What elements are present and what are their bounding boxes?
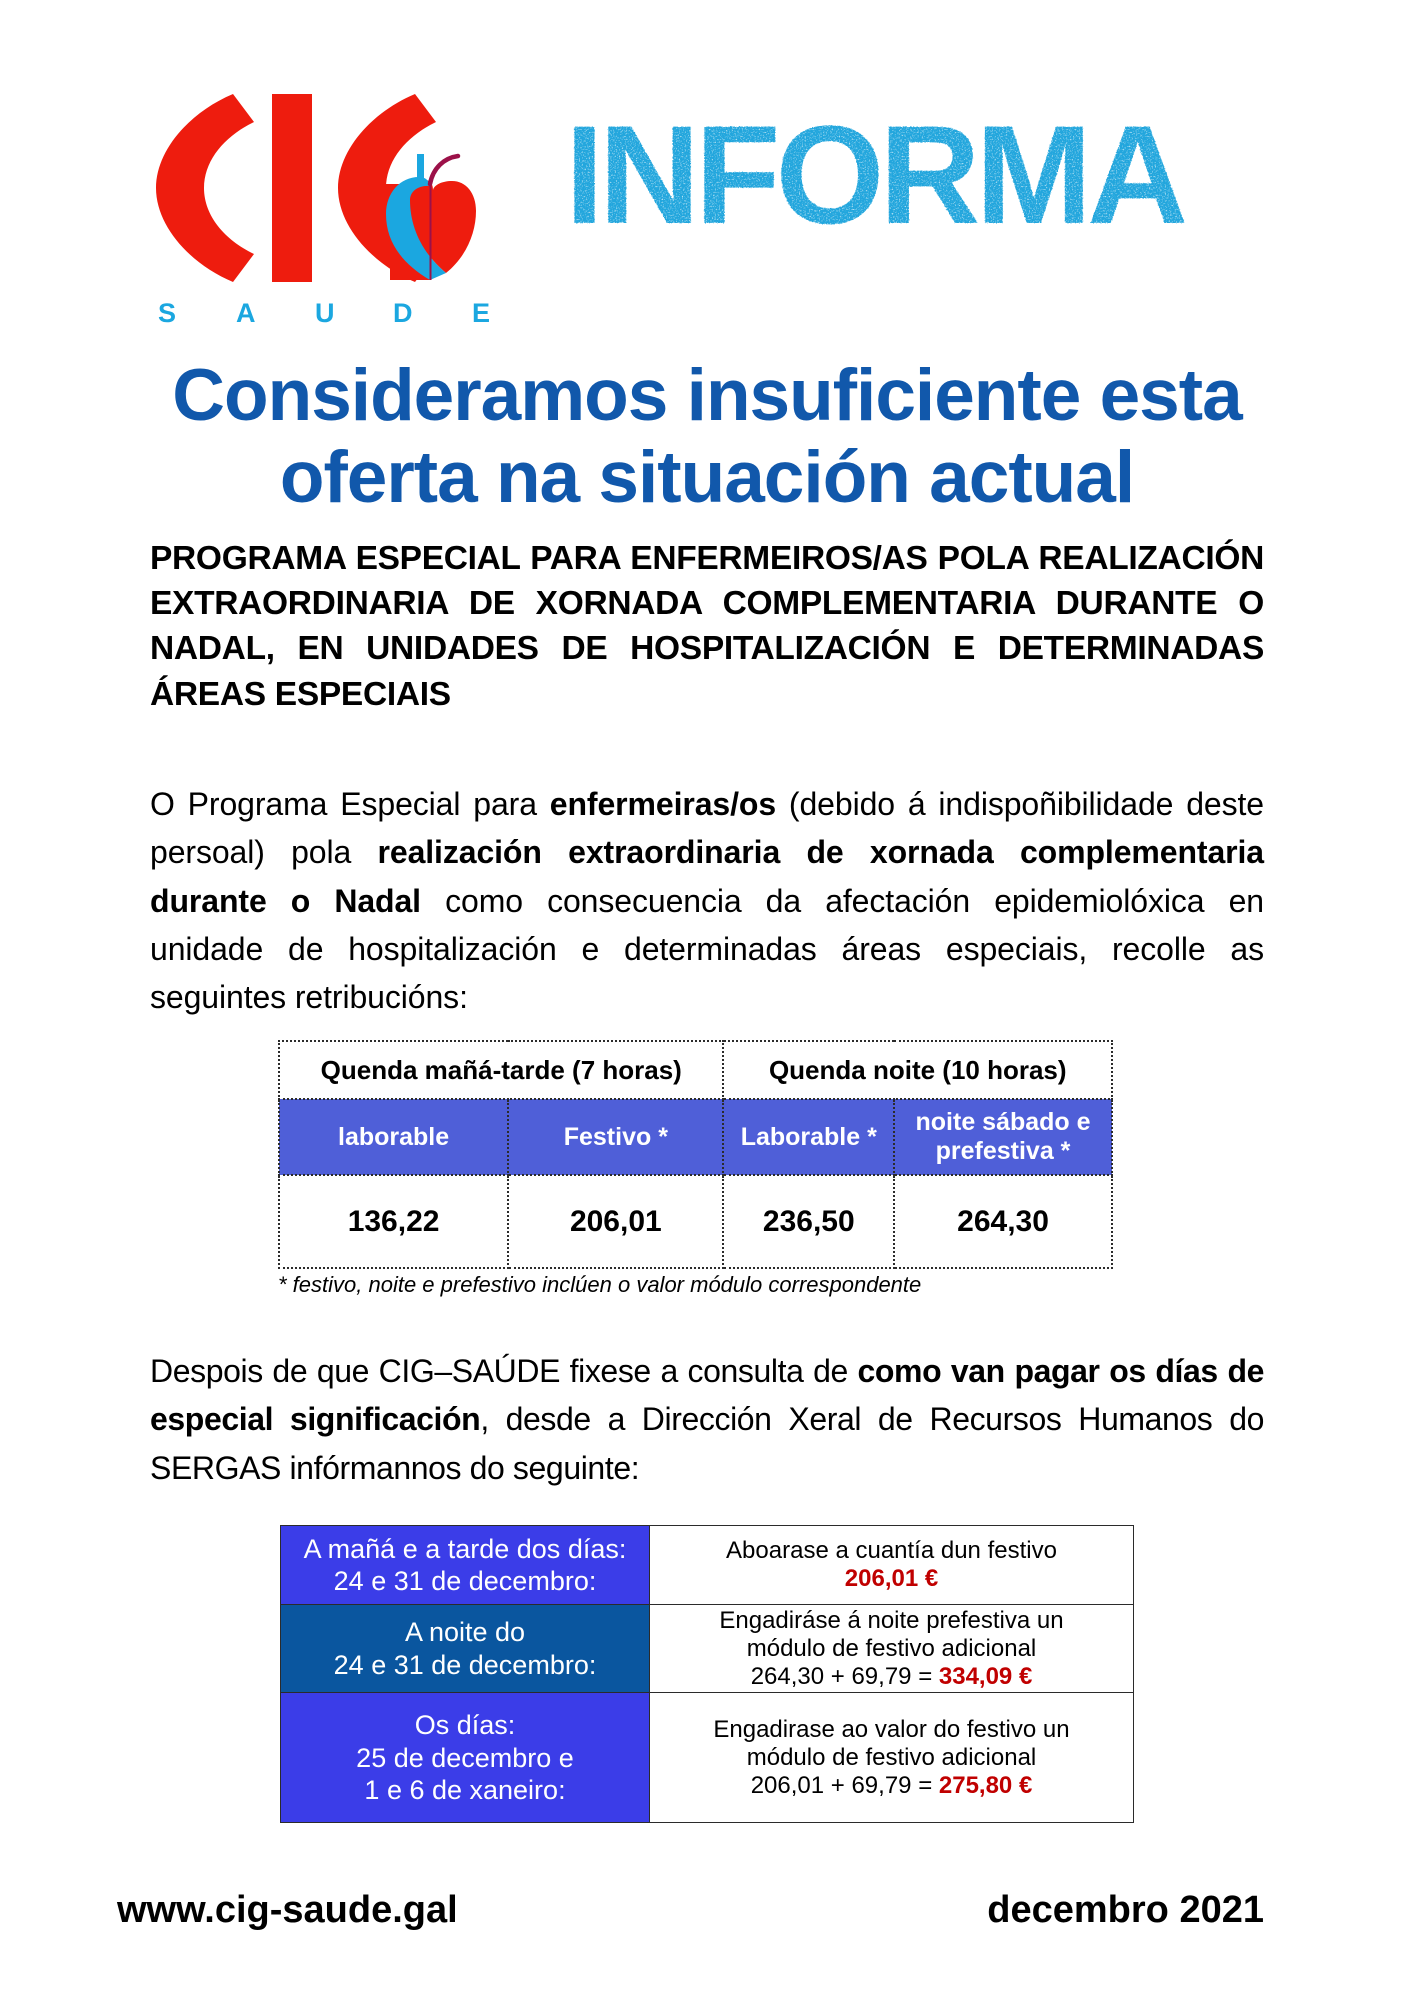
svg-text:E: E [472,298,490,328]
svg-text:INFORMA: INFORMA [565,96,1185,253]
svg-text:A: A [236,298,256,328]
svg-text:U: U [315,298,335,328]
svg-text:D: D [393,298,413,328]
svg-text:S: S [158,298,176,328]
